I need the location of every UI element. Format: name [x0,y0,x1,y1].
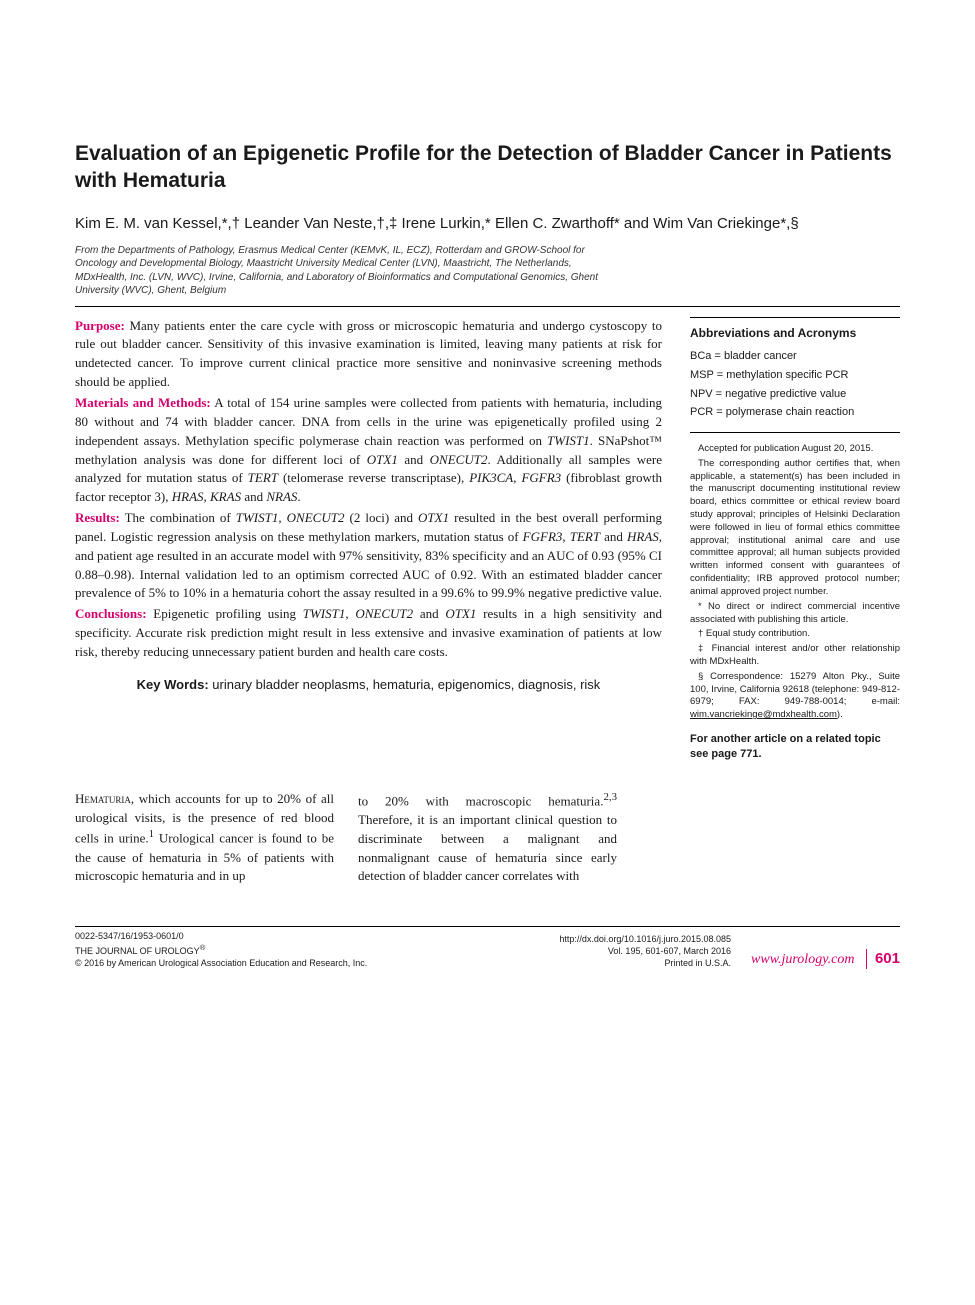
purpose-label: Purpose: [75,318,125,333]
doi: http://dx.doi.org/10.1016/j.juro.2015.08… [367,934,731,946]
results-label: Results: [75,510,120,525]
authors: Kim E. M. van Kessel,*,† Leander Van Nes… [75,213,900,234]
body-column-2: to 20% with macroscopic hematuria.2,3 Th… [358,790,617,887]
issn: 0022-5347/16/1953-0601/0 [75,931,367,943]
journal-name: THE JOURNAL OF UROLOGY® [75,943,367,958]
footnotes: Accepted for publication August 20, 2015… [690,443,900,722]
volume-info: Vol. 195, 601-607, March 2016 [367,946,731,958]
page-number: 601 [866,949,900,969]
star-note: * No direct or indirect commercial incen… [690,601,900,627]
abbreviations-box: Abbreviations and Acronyms BCa = bladder… [690,317,900,433]
dagger-note: † Equal study contribution. [690,628,900,641]
abstract-results: Results: The combination of TWIST1, ONEC… [75,509,662,603]
corresponding-note: The corresponding author certifies that,… [690,458,900,599]
article-title: Evaluation of an Epigenetic Profile for … [75,140,900,195]
ddagger-note: ‡ Financial interest and/or other relati… [690,643,900,669]
keywords-label: Key Words: [137,677,209,692]
abbr-item: BCa = bladder cancer [690,347,900,366]
abbr-item: PCR = polymerase chain reaction [690,403,900,422]
body-column-1: Hematuria, which accounts for up to 20% … [75,790,334,887]
printed-in: Printed in U.S.A. [367,958,731,970]
email-link[interactable]: wim.vancriekinge@mdxhealth.com [690,709,837,720]
sidebar-column: Abbreviations and Acronyms BCa = bladder… [690,317,900,762]
related-article: For another article on a related topic s… [690,732,900,762]
abbr-item: NPV = negative predictive value [690,385,900,404]
abstract-purpose: Purpose: Many patients enter the care cy… [75,317,662,392]
section-note: § Correspondence: 15279 Alton Pky., Suit… [690,671,900,722]
footer-center: http://dx.doi.org/10.1016/j.juro.2015.08… [367,934,751,969]
body-text: Hematuria, which accounts for up to 20% … [75,790,900,887]
accepted-note: Accepted for publication August 20, 2015… [690,443,900,456]
footer-divider [75,926,900,927]
divider [75,306,900,307]
footer-left: 0022-5347/16/1953-0601/0 THE JOURNAL OF … [75,931,367,969]
abstract-conclusions: Conclusions: Epigenetic profiling using … [75,605,662,662]
conclusions-label: Conclusions: [75,606,147,621]
copyright: © 2016 by American Urological Associatio… [75,958,367,970]
purpose-text: Many patients enter the care cycle with … [75,318,662,390]
abstract-methods: Materials and Methods: A total of 154 ur… [75,394,662,507]
abstract-row: Purpose: Many patients enter the care cy… [75,317,900,762]
abbr-item: MSP = methylation specific PCR [690,366,900,385]
methods-label: Materials and Methods: [75,395,211,410]
keywords: Key Words: urinary bladder neoplasms, he… [75,676,662,694]
keywords-text: urinary bladder neoplasms, hematuria, ep… [209,677,601,692]
body-column-3-spacer [641,790,900,887]
journal-site[interactable]: www.jurology.com [751,952,854,967]
affiliations: From the Departments of Pathology, Erasm… [75,244,615,298]
abbreviations-title: Abbreviations and Acronyms [690,326,900,342]
abstract-column: Purpose: Many patients enter the care cy… [75,317,662,762]
footer: 0022-5347/16/1953-0601/0 THE JOURNAL OF … [75,931,900,969]
footer-right: www.jurology.com 601 [751,949,900,969]
